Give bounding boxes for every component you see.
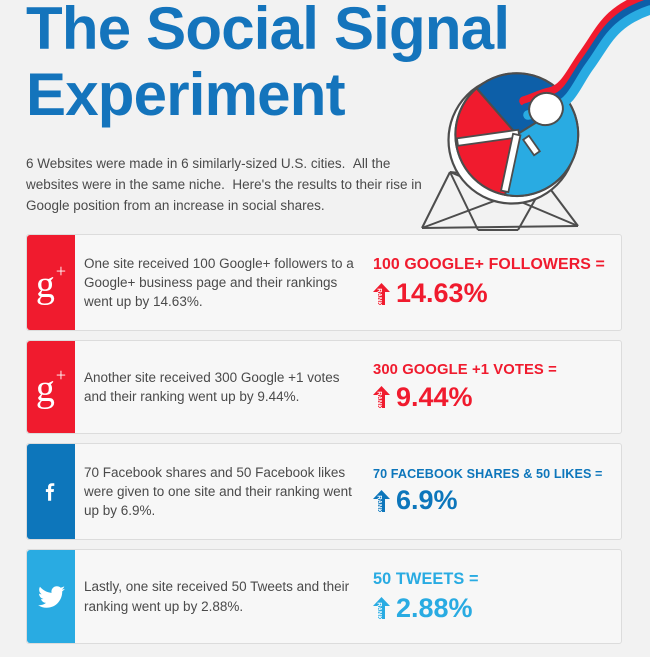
svg-text:RANK: RANK	[376, 288, 382, 305]
svg-text:RANK: RANK	[376, 602, 382, 619]
svg-text:RANK: RANK	[376, 495, 382, 512]
svg-text:RANK: RANK	[376, 391, 382, 408]
